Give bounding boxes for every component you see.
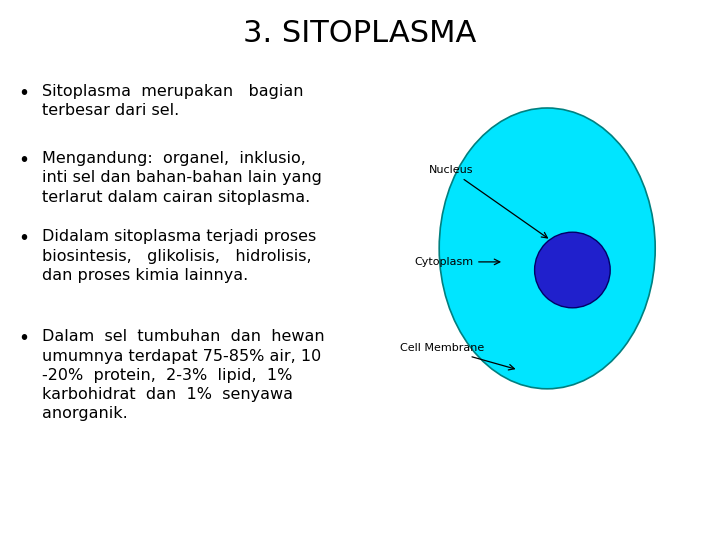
Text: •: • (18, 230, 29, 248)
Text: •: • (18, 151, 29, 170)
Text: Mengandung:  organel,  inklusio,
inti sel dan bahan-bahan lain yang
terlarut dal: Mengandung: organel, inklusio, inti sel … (42, 151, 322, 205)
Ellipse shape (534, 232, 610, 308)
Text: Cell Membrane: Cell Membrane (400, 343, 514, 370)
Text: •: • (18, 329, 29, 348)
Text: 3. SITOPLASMA: 3. SITOPLASMA (243, 19, 477, 48)
Text: Sitoplasma  merupakan   bagian
terbesar dari sel.: Sitoplasma merupakan bagian terbesar dar… (42, 84, 303, 118)
Text: Cytoplasm: Cytoplasm (414, 257, 500, 267)
Ellipse shape (439, 108, 655, 389)
Text: •: • (18, 84, 29, 103)
Text: Nucleus: Nucleus (428, 165, 547, 238)
Text: Dalam  sel  tumbuhan  dan  hewan
umumnya terdapat 75-85% air, 10
-20%  protein, : Dalam sel tumbuhan dan hewan umumnya ter… (42, 329, 325, 421)
Text: Didalam sitoplasma terjadi proses
biosintesis,   glikolisis,   hidrolisis,
dan p: Didalam sitoplasma terjadi proses biosin… (42, 230, 316, 283)
